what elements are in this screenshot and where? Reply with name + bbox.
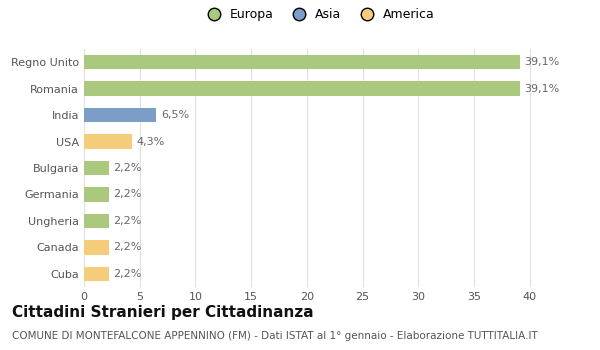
Text: 2,2%: 2,2%	[113, 269, 142, 279]
Text: 2,2%: 2,2%	[113, 163, 142, 173]
Text: 4,3%: 4,3%	[136, 136, 164, 147]
Bar	[84, 82, 520, 96]
Bar	[84, 134, 132, 149]
Text: 39,1%: 39,1%	[524, 84, 559, 94]
Bar	[84, 161, 109, 175]
Text: 2,2%: 2,2%	[113, 189, 142, 200]
Bar	[84, 108, 157, 122]
Text: COMUNE DI MONTEFALCONE APPENNINO (FM) - Dati ISTAT al 1° gennaio - Elaborazione : COMUNE DI MONTEFALCONE APPENNINO (FM) - …	[12, 331, 538, 341]
Text: 2,2%: 2,2%	[113, 242, 142, 252]
Text: 6,5%: 6,5%	[161, 110, 189, 120]
Text: Cittadini Stranieri per Cittadinanza: Cittadini Stranieri per Cittadinanza	[12, 304, 314, 320]
Legend: Europa, Asia, America: Europa, Asia, America	[196, 3, 440, 26]
Text: 39,1%: 39,1%	[524, 57, 559, 67]
Bar	[84, 55, 520, 70]
Bar	[84, 240, 109, 254]
Bar	[84, 266, 109, 281]
Bar	[84, 187, 109, 202]
Text: 2,2%: 2,2%	[113, 216, 142, 226]
Bar	[84, 214, 109, 228]
